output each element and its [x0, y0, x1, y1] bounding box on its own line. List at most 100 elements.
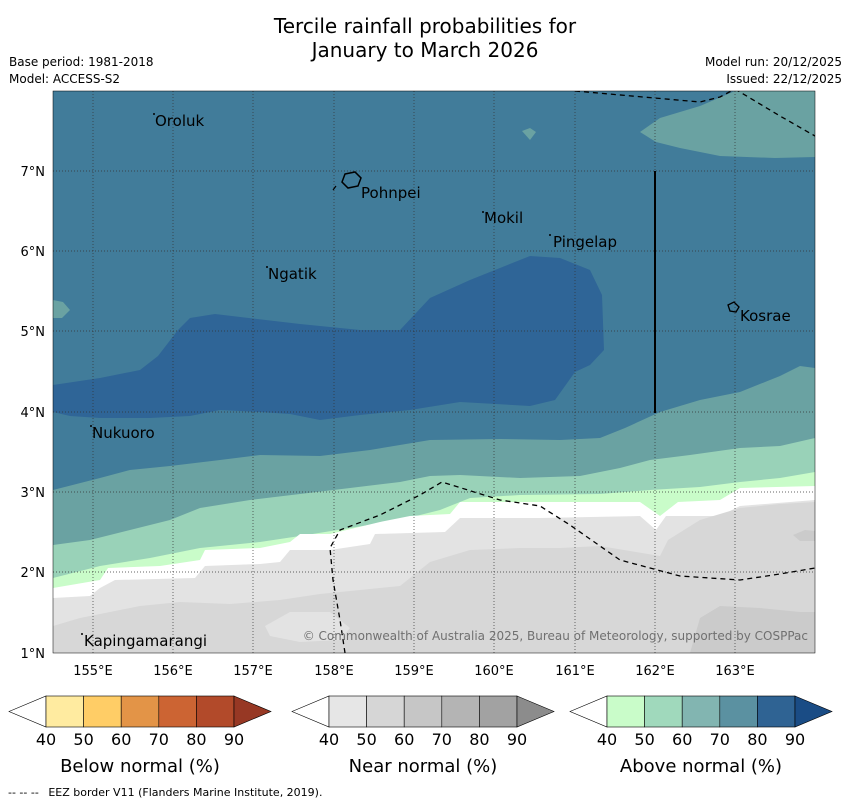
- above-60-patch-west: [53, 300, 70, 318]
- colorbar-right-extend: [516, 695, 555, 728]
- kapingamarangi-marker: [81, 633, 83, 635]
- y-tick: 7°N: [21, 165, 46, 180]
- colorbar-segment: [757, 695, 796, 728]
- x-tick: 163°E: [715, 664, 755, 679]
- y-axis-ticks: 7°N 6°N 5°N 4°N 3°N 2°N 1°N: [21, 165, 46, 662]
- x-tick: 161°E: [555, 664, 595, 679]
- colorbar-tick-label: 80: [747, 730, 767, 749]
- y-tick: 6°N: [21, 245, 46, 260]
- place-label-oroluk: Oroluk: [155, 112, 204, 130]
- colorbar-title: Below normal (%): [60, 756, 220, 777]
- ngatik-marker: [266, 266, 268, 268]
- near-60-patch-east: [793, 530, 815, 541]
- meta-left: Base period: 1981-2018 Model: ACCESS-S2: [9, 54, 154, 88]
- eez-legend-dashes: -- -- --: [8, 786, 39, 799]
- y-tick: 2°N: [21, 566, 46, 581]
- x-tick: 158°E: [314, 664, 354, 679]
- y-tick: 3°N: [21, 486, 46, 501]
- colorbar-tick-label: 50: [73, 730, 93, 749]
- place-label-ngatik: Ngatik: [268, 265, 317, 283]
- model-name: Model: ACCESS-S2: [9, 72, 121, 86]
- near-50-zone: [53, 502, 815, 653]
- model-run: Model run: 20/12/2025: [704, 55, 842, 69]
- colorbar-segment: [479, 695, 518, 728]
- near-40-patch: [265, 612, 350, 642]
- colorbar-segment: [403, 695, 443, 728]
- colorbar-segment: [158, 695, 197, 728]
- kosrae-island: [727, 301, 740, 313]
- title-line-1: Tercile rainfall probabilities for: [273, 14, 577, 38]
- above-80-zone: [53, 256, 604, 420]
- colorbar-tick-label: 50: [634, 730, 654, 749]
- x-axis-ticks: 155°E 156°E 157°E 158°E 159°E 160°E 161°…: [73, 664, 755, 679]
- colorbar-tick-label: 40: [36, 730, 56, 749]
- colorbar-segment: [366, 695, 405, 728]
- colorbar-tick-label: 90: [785, 730, 805, 749]
- map-title: Tercile rainfall probabilities for Janua…: [0, 14, 850, 62]
- y-tick: 1°N: [21, 647, 46, 662]
- y-tick: 4°N: [21, 406, 46, 421]
- copyright-notice: © Commonwealth of Australia 2025, Bureau…: [303, 629, 808, 643]
- above-60-patch: [522, 128, 536, 140]
- map-panel: Oroluk Pohnpei Mokil Pingelap Ngatik Kos…: [53, 91, 815, 653]
- colorbar-tick-label: 50: [356, 730, 376, 749]
- colorbar-segment: [606, 695, 645, 728]
- colorbar-right-extend: [233, 695, 272, 728]
- x-tick: 157°E: [233, 664, 273, 679]
- place-label-mokil: Mokil: [484, 209, 523, 227]
- ant-atoll: [332, 185, 337, 191]
- colorbar-tick-label: 40: [597, 730, 617, 749]
- colorbar-segment: [441, 695, 480, 728]
- colorbar-segment: [644, 695, 683, 728]
- nukuoro-marker: [90, 425, 92, 427]
- colorbar-tick-label: 70: [432, 730, 452, 749]
- above-60-zone-north: [600, 91, 815, 158]
- y-tick: 5°N: [21, 325, 46, 340]
- oroluk-marker: [153, 113, 155, 115]
- colorbar-right-extend: [794, 695, 833, 728]
- place-label-pingelap: Pingelap: [553, 233, 617, 251]
- meta-right: Model run: 20/12/2025 Issued: 22/12/2025: [705, 54, 842, 88]
- colorbar-segment: [196, 695, 235, 728]
- place-label-pohnpei: Pohnpei: [361, 184, 421, 202]
- issued-date: Issued: 22/12/2025: [726, 72, 842, 86]
- x-tick: 162°E: [635, 664, 675, 679]
- colorbar-tick-label: 80: [186, 730, 206, 749]
- colorbar-left-extend: [8, 695, 47, 728]
- x-tick: 160°E: [474, 664, 514, 679]
- colorbar-title: Near normal (%): [349, 756, 498, 777]
- colorbar-tick-label: 70: [149, 730, 169, 749]
- colorbar-tick-label: 60: [672, 730, 692, 749]
- colorbar-tick-label: 90: [507, 730, 527, 749]
- colorbar-tick-label: 60: [111, 730, 131, 749]
- x-tick: 159°E: [394, 664, 434, 679]
- colorbar-segment: [328, 695, 367, 728]
- x-tick: 156°E: [153, 664, 193, 679]
- base-period: Base period: 1981-2018: [9, 55, 154, 69]
- mokil-marker: [482, 211, 484, 213]
- x-tick: 155°E: [73, 664, 113, 679]
- place-label-nukuoro: Nukuoro: [92, 424, 155, 442]
- pohnpei-island: [341, 171, 362, 189]
- place-label-kosrae: Kosrae: [740, 307, 791, 325]
- colorbar-tick-label: 40: [319, 730, 339, 749]
- colorbar-tick-label: 60: [394, 730, 414, 749]
- colorbar-segment: [120, 695, 160, 728]
- eez-legend-text: EEZ border V11 (Flanders Marine Institut…: [48, 786, 323, 799]
- colorbar-tick-label: 70: [710, 730, 730, 749]
- eez-borders: [329, 91, 815, 653]
- colorbar-segment: [719, 695, 758, 728]
- colorbar-left-extend: [569, 695, 608, 728]
- colorbar-title: Above normal (%): [620, 756, 782, 777]
- place-label-kapingamarangi: Kapingamarangi: [84, 632, 207, 650]
- map-frame: [52, 90, 816, 654]
- near-60-patch: [690, 606, 815, 653]
- colorbar-tick-label: 90: [224, 730, 244, 749]
- footnote: -- -- -- EEZ border V11 (Flanders Marine…: [8, 786, 322, 799]
- colorbar-segment: [45, 695, 84, 728]
- colorbar-tick-label: 80: [469, 730, 489, 749]
- title-line-2: January to March 2026: [311, 38, 539, 62]
